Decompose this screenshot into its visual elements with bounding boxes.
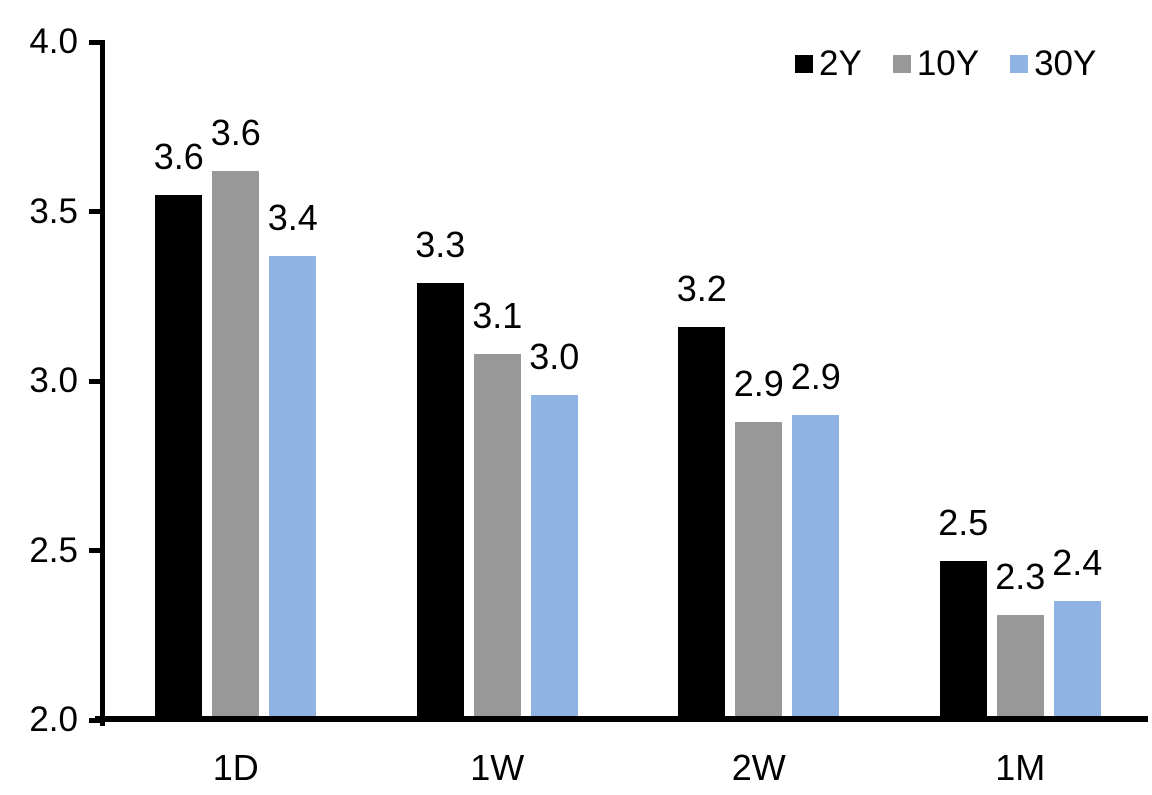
bar-value-label: 3.1 — [472, 294, 523, 336]
bar-value-label: 3.3 — [415, 223, 466, 265]
bar-value-label: 2.5 — [938, 501, 989, 543]
legend-swatch-30y-icon — [1010, 55, 1029, 73]
bar-2y-1m — [939, 560, 987, 720]
y-axis-tick-label: 4.0 — [29, 22, 78, 61]
bar-value-label: 2.9 — [733, 362, 784, 404]
bar-10y-1d — [212, 170, 260, 720]
bar-10y-2w — [735, 421, 783, 720]
legend-swatch-2y-icon — [795, 55, 813, 73]
legend-label-30y: 30Y — [1034, 44, 1097, 83]
y-axis-tick — [89, 548, 101, 553]
y-axis-tick-label: 3.5 — [29, 191, 78, 231]
y-axis-tick-label: 2.5 — [29, 530, 78, 570]
bar-2y-1w — [416, 282, 464, 720]
bar-value-label: 3.4 — [267, 196, 318, 238]
bar-value-label: 2.4 — [1052, 542, 1103, 584]
x-axis-category-label: 1W — [470, 747, 525, 788]
x-axis-category-label: 1M — [995, 747, 1046, 788]
bar-value-label: 2.9 — [790, 355, 841, 397]
y-axis-tick — [89, 209, 101, 214]
bar-value-label: 3.6 — [210, 111, 261, 153]
legend-label-10y: 10Y — [916, 44, 980, 83]
bar-30y-1w — [530, 394, 578, 720]
bar-value-label: 3.0 — [529, 335, 580, 377]
y-axis-tick-label: 3.0 — [29, 361, 78, 400]
x-axis-line — [95, 716, 1148, 722]
y-axis-tick-label: 2.0 — [29, 700, 78, 739]
bar-value-label: 2.3 — [995, 555, 1046, 597]
bar-30y-1m — [1053, 601, 1101, 720]
bar-30y-1d — [269, 255, 317, 720]
x-axis-category-label: 2W — [731, 747, 786, 788]
legend-item-30y: 30Y — [1010, 46, 1096, 82]
legend-swatch-10y-icon — [892, 55, 911, 73]
chart-legend: 2Y 10Y 30Y — [795, 46, 1096, 82]
legend-label-2y: 2Y — [819, 44, 862, 83]
bar-value-label: 3.2 — [676, 267, 727, 309]
y-axis-line — [100, 40, 105, 726]
bar-value-label: 3.6 — [153, 135, 204, 177]
y-axis-tick — [89, 378, 101, 384]
bar-30y-2w — [792, 414, 840, 720]
y-axis-tick — [89, 39, 101, 45]
bar-10y-1m — [996, 614, 1044, 720]
x-axis-category-label: 1D — [212, 747, 259, 788]
legend-item-10y: 10Y — [892, 44, 980, 83]
bar-2y-1d — [155, 194, 203, 720]
legend-item-2y: 2Y — [795, 46, 862, 82]
bar-2y-2w — [678, 326, 726, 720]
bar-10y-1w — [473, 353, 521, 720]
